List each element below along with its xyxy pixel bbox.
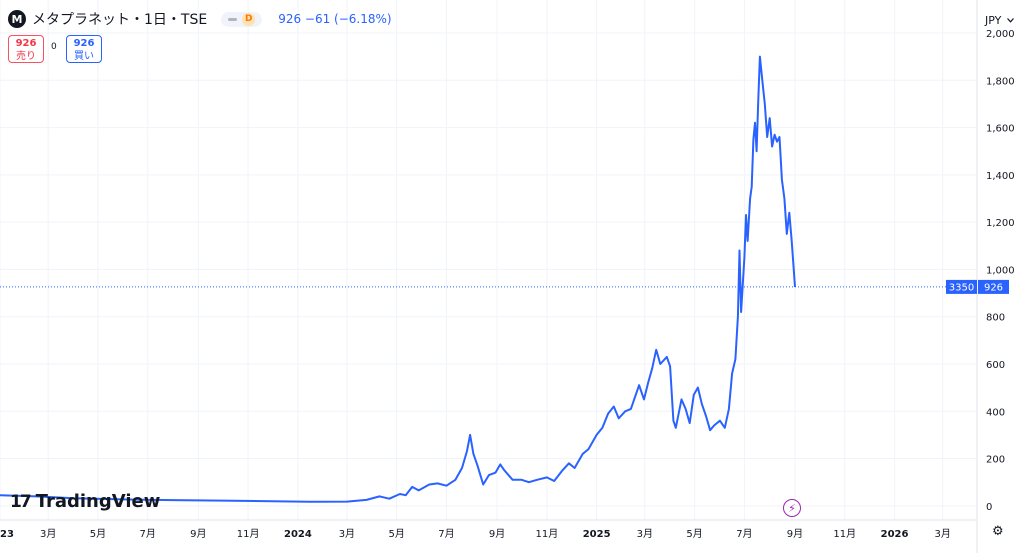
gear-icon[interactable]: ⚙ bbox=[992, 524, 1004, 539]
sell-price: 926 bbox=[15, 38, 37, 49]
x-tick-label: 3月 bbox=[40, 528, 56, 540]
price-tag: 3350 926 bbox=[946, 279, 1009, 294]
y-tick-label: 1,600 bbox=[986, 124, 1015, 135]
y-tick-label: 1,000 bbox=[986, 265, 1015, 276]
buy-button[interactable]: 926 買い bbox=[66, 35, 102, 63]
quote-change: 926 −61 (−6.18%) bbox=[278, 12, 392, 26]
symbol-title[interactable]: メタプラネット・1日・TSE bbox=[32, 12, 208, 28]
x-tick-label: 5月 bbox=[686, 528, 702, 540]
y-tick-label: 0 bbox=[986, 502, 992, 513]
price-series-line[interactable] bbox=[0, 55, 796, 503]
time-axis[interactable]: 2023 3月 5月 7月 9月 11月 2024 3月 5月 7月 9月 11月 2025 3月 5月 7月… bbox=[0, 528, 951, 540]
x-tick-label: 3月 bbox=[339, 528, 355, 540]
x-tick-label: 11月 bbox=[833, 528, 856, 540]
y-tick-label: 200 bbox=[986, 455, 1005, 466]
x-tick-label: 5月 bbox=[90, 528, 106, 540]
currency-label: JPY bbox=[985, 13, 1002, 27]
last-price-tag: 926 bbox=[984, 282, 1003, 293]
y-tick-label: 800 bbox=[986, 313, 1005, 324]
x-tick-label: 2025 bbox=[583, 529, 611, 540]
x-tick-label: 5月 bbox=[388, 528, 404, 540]
tradingview-wordmark: TradingView bbox=[35, 491, 161, 512]
x-tick-label: 9月 bbox=[787, 528, 803, 540]
last-price-tag-bg bbox=[978, 279, 1009, 294]
grid bbox=[0, 0, 977, 520]
x-tick-label: 11月 bbox=[237, 528, 260, 540]
flash-icon[interactable]: ⚡ bbox=[783, 499, 801, 517]
chevron-down-icon bbox=[1007, 17, 1015, 23]
y-tick-label: 1,400 bbox=[986, 171, 1015, 182]
x-tick-label: 7月 bbox=[438, 528, 454, 540]
sell-label: 売り bbox=[16, 51, 36, 62]
currency-selector[interactable]: JPY bbox=[979, 9, 1021, 31]
y-tick-label: 1,200 bbox=[986, 218, 1015, 229]
tradingview-logo[interactable]: 17 TradingView bbox=[10, 491, 160, 512]
interval-pill[interactable]: D bbox=[221, 11, 263, 27]
spread-value: 0 bbox=[51, 42, 57, 52]
interval-badge: D bbox=[242, 12, 256, 26]
x-tick-label: 9月 bbox=[489, 528, 505, 540]
x-tick-label: 9月 bbox=[190, 528, 206, 540]
price-axis[interactable]: 0 200 400 600 800 1,000 1,200 1,400 1,600 1,800 2,… bbox=[986, 29, 1015, 513]
x-tick-label: 3月 bbox=[637, 528, 653, 540]
x-tick-label: 3月 bbox=[935, 528, 951, 540]
symbol-header[interactable]: M メタプラネット・1日・TSE D 926 −61 (−6.18%) bbox=[8, 8, 392, 30]
x-tick-label: 2026 bbox=[881, 529, 909, 540]
x-tick-label: 2024 bbox=[284, 529, 312, 540]
x-tick-label: 2023 bbox=[0, 529, 14, 540]
y-tick-label: 2,000 bbox=[986, 29, 1015, 40]
countdown-tag: 3350 bbox=[949, 282, 974, 293]
y-tick-label: 400 bbox=[986, 407, 1005, 418]
sell-button[interactable]: 926 売り bbox=[8, 35, 44, 63]
buy-price: 926 bbox=[73, 38, 95, 49]
x-tick-label: 11月 bbox=[535, 528, 558, 540]
y-tick-label: 600 bbox=[986, 360, 1005, 371]
symbol-logo: M bbox=[8, 10, 26, 28]
x-tick-label: 7月 bbox=[736, 528, 752, 540]
countdown-tag-bg bbox=[946, 279, 977, 294]
x-tick-label: 7月 bbox=[140, 528, 156, 540]
y-tick-label: 1,800 bbox=[986, 76, 1015, 87]
buy-label: 買い bbox=[74, 51, 94, 62]
tradingview-mark-icon: 17 bbox=[10, 491, 32, 512]
dash-icon bbox=[228, 17, 238, 21]
